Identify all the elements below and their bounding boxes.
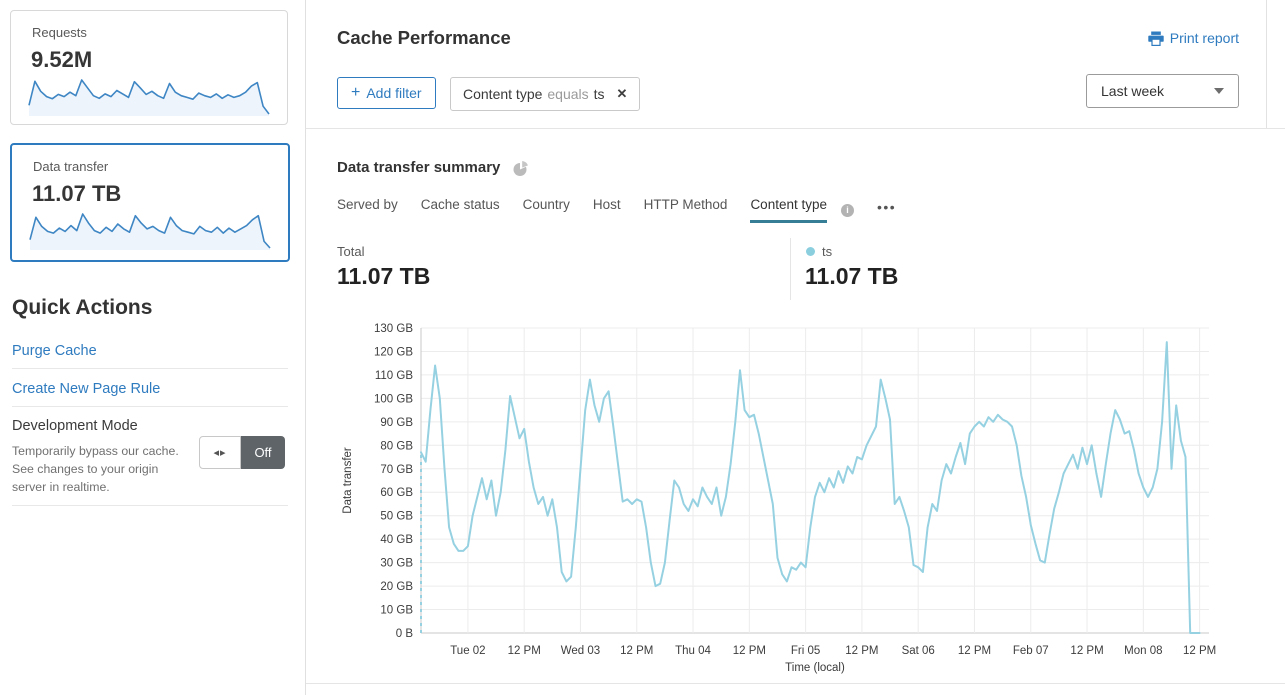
- series-name: ts: [822, 244, 833, 259]
- tab-cache-status[interactable]: Cache status: [420, 197, 500, 212]
- sidebar: Requests 9.52M Data transfer 11.07 TB Qu…: [0, 0, 306, 695]
- page-title: Cache Performance: [337, 27, 511, 48]
- svg-text:100 GB: 100 GB: [374, 393, 413, 405]
- quick-actions-title: Quick Actions: [12, 296, 153, 319]
- filter-field: Content type: [463, 86, 543, 102]
- summary-title: Data transfer summary: [337, 159, 501, 176]
- divider: [790, 238, 791, 300]
- data-transfer-card[interactable]: Data transfer 11.07 TB: [10, 143, 290, 262]
- svg-text:Feb 07: Feb 07: [1013, 645, 1049, 657]
- series-value: 11.07 TB: [805, 263, 899, 289]
- requests-sparkline: [28, 79, 270, 116]
- svg-text:120 GB: 120 GB: [374, 346, 413, 358]
- requests-card[interactable]: Requests 9.52M: [10, 10, 288, 125]
- svg-text:Tue 02: Tue 02: [450, 645, 485, 657]
- development-mode-description: Temporarily bypass our cache. See change…: [12, 444, 179, 495]
- time-range-value: Last week: [1101, 83, 1165, 99]
- svg-text:130 GB: 130 GB: [374, 323, 413, 335]
- svg-text:110 GB: 110 GB: [375, 370, 413, 382]
- svg-text:12 PM: 12 PM: [845, 645, 878, 657]
- svg-text:12 PM: 12 PM: [958, 645, 991, 657]
- print-report-link[interactable]: Print report: [1148, 30, 1239, 46]
- create-page-rule-link[interactable]: Create New Page Rule: [12, 381, 161, 397]
- pie-chart-icon: [513, 160, 529, 176]
- svg-text:Time (local): Time (local): [785, 662, 845, 674]
- svg-text:60 GB: 60 GB: [380, 487, 413, 499]
- svg-text:12 PM: 12 PM: [1070, 645, 1103, 657]
- svg-text:Fri 05: Fri 05: [791, 645, 820, 657]
- divider: [306, 128, 1285, 129]
- chevron-down-icon: [1214, 88, 1224, 94]
- development-mode-title: Development Mode: [12, 418, 138, 434]
- series-dot-icon: [806, 247, 815, 256]
- svg-text:0 B: 0 B: [396, 628, 414, 640]
- add-filter-label: Add filter: [366, 85, 422, 101]
- purge-cache-link[interactable]: Purge Cache: [12, 343, 97, 359]
- svg-text:Thu 04: Thu 04: [675, 645, 711, 657]
- tab-served-by[interactable]: Served by: [337, 197, 398, 212]
- info-icon[interactable]: i: [841, 203, 854, 217]
- tab-country[interactable]: Country: [522, 197, 570, 212]
- series-legend: ts: [806, 244, 832, 259]
- svg-text:20 GB: 20 GB: [380, 581, 413, 593]
- svg-text:30 GB: 30 GB: [380, 558, 413, 570]
- svg-text:80 GB: 80 GB: [380, 440, 413, 452]
- filter-value: ts: [593, 86, 605, 102]
- time-range-select[interactable]: Last week: [1086, 74, 1239, 108]
- svg-text:90 GB: 90 GB: [380, 417, 413, 429]
- data-transfer-card-value: 11.07 TB: [32, 181, 122, 206]
- tab-content-type[interactable]: Content type: [750, 197, 827, 223]
- tab-http-method[interactable]: HTTP Method: [643, 197, 728, 212]
- divider: [12, 368, 288, 369]
- summary-tabs: Served by Cache status Country Host HTTP Met…: [337, 197, 896, 223]
- data-transfer-sparkline: [29, 213, 271, 250]
- print-report-label: Print report: [1169, 30, 1239, 46]
- svg-text:70 GB: 70 GB: [380, 464, 413, 476]
- toggle-state-label: Off: [241, 436, 285, 469]
- plus-icon: +: [351, 84, 361, 101]
- svg-text:Mon 08: Mon 08: [1124, 645, 1162, 657]
- svg-text:Data transfer: Data transfer: [342, 447, 354, 514]
- svg-text:40 GB: 40 GB: [380, 534, 413, 546]
- svg-text:12 PM: 12 PM: [620, 645, 653, 657]
- requests-card-value: 9.52M: [31, 47, 93, 72]
- svg-text:12 PM: 12 PM: [733, 645, 766, 657]
- svg-text:12 PM: 12 PM: [508, 645, 541, 657]
- printer-icon: [1148, 31, 1164, 46]
- svg-text:12 PM: 12 PM: [1183, 645, 1216, 657]
- divider: [306, 683, 1285, 684]
- svg-text:Wed 03: Wed 03: [561, 645, 600, 657]
- main-panel: Cache Performance Print report + Add fil…: [306, 0, 1285, 695]
- data-transfer-card-label: Data transfer: [33, 159, 109, 174]
- remove-filter-icon[interactable]: ✕: [616, 86, 628, 101]
- total-value: 11.07 TB: [337, 263, 431, 289]
- svg-text:50 GB: 50 GB: [380, 511, 413, 523]
- divider: [12, 406, 288, 407]
- more-options-icon[interactable]: •••: [877, 199, 897, 215]
- divider: [1266, 0, 1267, 128]
- requests-card-label: Requests: [32, 25, 87, 40]
- toggle-arrows-icon: ◂▸: [199, 436, 241, 469]
- svg-text:10 GB: 10 GB: [380, 605, 413, 617]
- divider: [12, 505, 288, 506]
- svg-text:Sat 06: Sat 06: [902, 645, 935, 657]
- total-label: Total: [337, 244, 365, 259]
- filter-operator: equals: [547, 86, 589, 102]
- development-mode-toggle[interactable]: ◂▸ Off: [199, 436, 285, 469]
- data-transfer-chart[interactable]: 0 B 10 GB 20 GB 30 GB 40 GB 50 GB 60 GB 70 GB 80…: [337, 316, 1257, 681]
- filter-chip[interactable]: Content type equals ts ✕: [450, 77, 641, 111]
- tab-host[interactable]: Host: [592, 197, 621, 212]
- add-filter-button[interactable]: + Add filter: [337, 77, 436, 109]
